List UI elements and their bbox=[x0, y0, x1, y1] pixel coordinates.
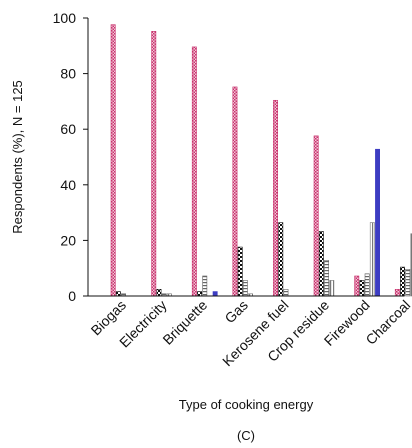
y-tick-label: 100 bbox=[53, 10, 77, 26]
y-tick-label: 80 bbox=[60, 66, 76, 82]
bar-crop-residue-s4 bbox=[329, 280, 335, 297]
x-axis-title: Type of cooking energy bbox=[179, 397, 314, 412]
bar-firewood-s4 bbox=[369, 222, 375, 297]
bar-charcoal-s2 bbox=[400, 266, 405, 297]
y-tick-label: 0 bbox=[68, 288, 76, 304]
bar-kerosene-fuel-s1 bbox=[273, 99, 278, 297]
bar-kerosene-fuel-s2 bbox=[278, 222, 284, 297]
y-tick-label: 20 bbox=[60, 232, 76, 248]
bar-kerosene-fuel-s3 bbox=[283, 289, 289, 297]
bar-crop-residue-s1 bbox=[313, 135, 319, 297]
x-tick-label: Briquette bbox=[159, 297, 210, 348]
bar-briquette-s5 bbox=[212, 291, 218, 297]
bar-gas-s2 bbox=[237, 246, 243, 297]
x-tick-label: Gas bbox=[221, 297, 250, 326]
x-tick-label: Charcoal bbox=[362, 297, 412, 348]
bar-firewood-s5 bbox=[375, 148, 380, 297]
bar-biogas-s1 bbox=[110, 24, 116, 297]
bar-firewood-s1 bbox=[354, 275, 360, 297]
bar-firewood-s3 bbox=[364, 273, 370, 297]
bar-briquette-s1 bbox=[191, 46, 197, 297]
bar-electricity-s2 bbox=[156, 289, 162, 297]
bar-briquette-s3 bbox=[202, 275, 208, 297]
bar-charcoal-s1 bbox=[394, 289, 400, 297]
bar-charcoal-s4 bbox=[410, 233, 412, 297]
bar-gas-s1 bbox=[232, 86, 238, 297]
panel-label: (C) bbox=[237, 428, 255, 443]
bar-crop-residue-s2 bbox=[318, 231, 324, 297]
bars bbox=[110, 24, 412, 297]
bar-biogas-s2 bbox=[115, 291, 121, 297]
bar-crop-residue-s3 bbox=[324, 260, 329, 297]
bar-briquette-s2 bbox=[197, 291, 202, 297]
bar-charcoal-s3 bbox=[405, 269, 411, 297]
y-axis-ticks: 0 20 40 60 80 100 bbox=[53, 10, 88, 304]
bar-gas-s3 bbox=[242, 280, 248, 297]
y-axis-title: Respondents (%), N = 125 bbox=[10, 80, 25, 234]
y-tick-label: 40 bbox=[60, 177, 76, 193]
bar-firewood-s2 bbox=[359, 280, 365, 297]
bar-electricity-s1 bbox=[151, 31, 157, 297]
y-tick-label: 60 bbox=[60, 121, 76, 137]
